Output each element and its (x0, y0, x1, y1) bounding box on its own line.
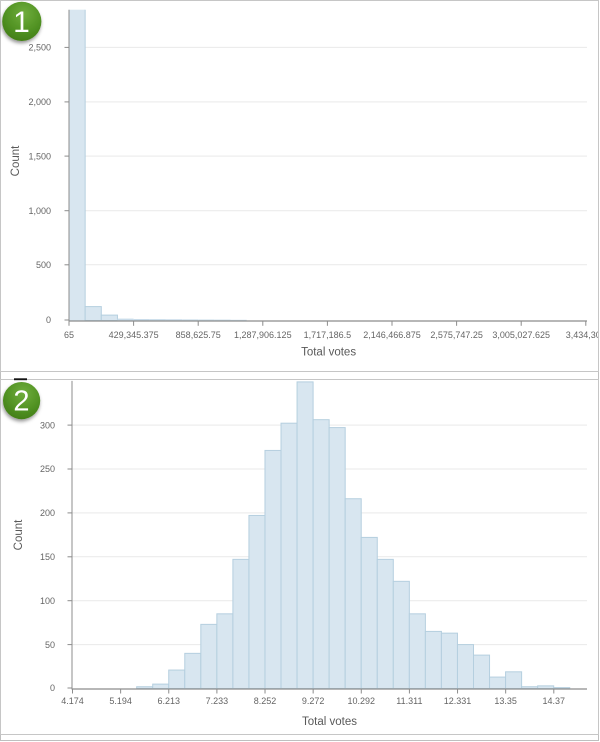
svg-text:250: 250 (40, 464, 55, 474)
svg-text:3,434,308: 3,434,308 (566, 330, 600, 340)
svg-text:13.35: 13.35 (494, 696, 517, 706)
svg-text:300: 300 (40, 420, 55, 430)
svg-text:Count: Count (13, 519, 25, 550)
svg-text:1,000: 1,000 (28, 206, 51, 216)
svg-text:200: 200 (40, 508, 55, 518)
svg-text:4.174: 4.174 (61, 696, 84, 706)
svg-text:150: 150 (40, 552, 55, 562)
svg-text:50: 50 (45, 640, 55, 650)
svg-text:2,000: 2,000 (28, 97, 51, 107)
svg-text:1,287,906.125: 1,287,906.125 (234, 330, 292, 340)
svg-text:Total votes: Total votes (302, 716, 357, 728)
svg-text:7.233: 7.233 (206, 696, 229, 706)
svg-text:1,717,186.5: 1,717,186.5 (304, 330, 352, 340)
svg-text:8.252: 8.252 (254, 696, 277, 706)
svg-text:65: 65 (64, 330, 74, 340)
svg-text:Total votes: Total votes (301, 347, 356, 359)
svg-text:2,575,747.25: 2,575,747.25 (430, 330, 483, 340)
svg-text:858,625.75: 858,625.75 (176, 330, 221, 340)
svg-text:0: 0 (50, 683, 55, 693)
svg-text:6.213: 6.213 (157, 696, 180, 706)
svg-text:500: 500 (36, 260, 51, 270)
svg-text:2,146,466.875: 2,146,466.875 (363, 330, 421, 340)
svg-text:100: 100 (40, 596, 55, 606)
svg-text:0: 0 (46, 315, 51, 325)
svg-text:1: 1 (13, 6, 30, 39)
svg-text:2: 2 (13, 386, 29, 418)
svg-text:3,005,027.625: 3,005,027.625 (492, 330, 550, 340)
svg-text:429,345.375: 429,345.375 (109, 330, 159, 340)
svg-text:5.194: 5.194 (109, 696, 132, 706)
svg-text:1,500: 1,500 (28, 151, 51, 161)
svg-text:9.272: 9.272 (302, 696, 325, 706)
svg-text:12.331: 12.331 (444, 696, 472, 706)
svg-text:Count: Count (10, 145, 22, 176)
svg-text:10.292: 10.292 (348, 696, 376, 706)
svg-text:2,500: 2,500 (28, 43, 51, 53)
svg-text:11.311: 11.311 (396, 696, 422, 706)
svg-text:14.37: 14.37 (543, 696, 566, 706)
